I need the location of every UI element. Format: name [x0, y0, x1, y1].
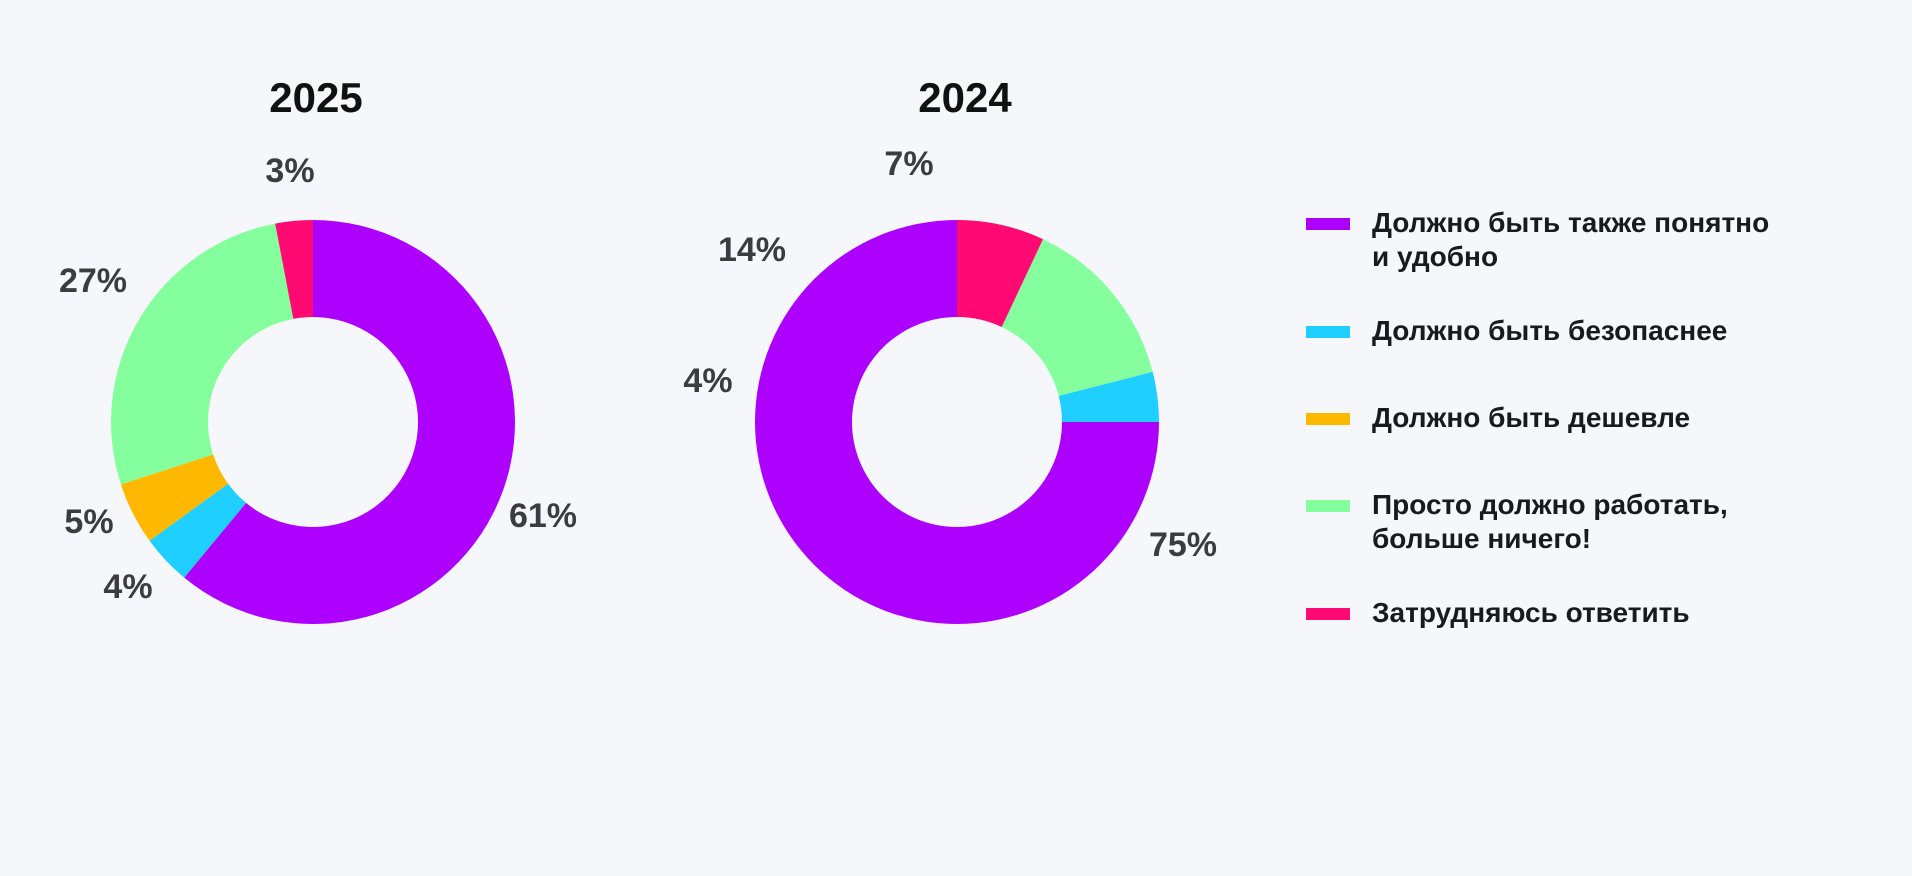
- legend-label: Затрудняюсь ответить: [1372, 597, 1690, 628]
- legend-swatch-pink: [1306, 608, 1350, 620]
- donut-chart-2024: 2024 75% 4% 14% 7%: [683, 74, 1217, 624]
- donut-chart-2025: 2025 61% 4% 5% 27% 3%: [59, 74, 577, 625]
- legend-item-hard-to-say: Затрудняюсь ответить: [1306, 596, 1792, 630]
- legend-item-just-works: Просто должно работать, больше ничего!: [1306, 488, 1792, 556]
- legend-label: Должно быть безопаснее: [1372, 315, 1728, 346]
- data-label-2025-hard-to-say: 3%: [265, 152, 314, 190]
- slice-2024-safer: [1058, 371, 1159, 422]
- legend-item-cheaper: Должно быть дешевле: [1306, 401, 1792, 435]
- data-label-2025-cheaper: 5%: [64, 503, 113, 541]
- legend-item-safer: Должно быть безопаснее: [1306, 314, 1792, 348]
- slice-2025-hard-to-say: [275, 220, 313, 319]
- data-label-2025-safer: 4%: [103, 568, 152, 606]
- legend-label: Просто должно работать, больше ничего!: [1372, 489, 1728, 554]
- chart-title-2025: 2025: [269, 74, 362, 121]
- legend-swatch-purple: [1306, 218, 1350, 230]
- data-label-2024-understandable: 75%: [1149, 526, 1217, 564]
- legend-swatch-cyan: [1306, 326, 1350, 338]
- legend-swatch-green: [1306, 500, 1350, 512]
- data-label-2024-safer: 4%: [683, 362, 732, 400]
- slice-2025-understandable: [184, 220, 516, 625]
- legend-item-understandable: Должно быть также понятно и удобно: [1306, 206, 1792, 274]
- legend-label: Должно быть также понятно и удобно: [1372, 207, 1770, 272]
- slice-2024-understandable: [755, 220, 1159, 624]
- data-label-2025-just-works: 27%: [59, 262, 127, 300]
- legend-label: Должно быть дешевле: [1372, 402, 1691, 433]
- slice-2024-hard-to-say: [957, 220, 1044, 327]
- slice-2025-safer: [149, 483, 247, 578]
- slice-2025-just-works: [111, 223, 294, 485]
- slice-2024-just-works: [1001, 239, 1153, 396]
- chart-title-2024: 2024: [918, 74, 1012, 121]
- slice-2025-cheaper: [120, 454, 229, 541]
- data-label-2024-hard-to-say: 7%: [884, 145, 933, 183]
- data-label-2024-just-works: 14%: [718, 231, 786, 269]
- data-label-2025-understandable: 61%: [509, 497, 577, 535]
- legend-swatch-yellow: [1306, 413, 1350, 425]
